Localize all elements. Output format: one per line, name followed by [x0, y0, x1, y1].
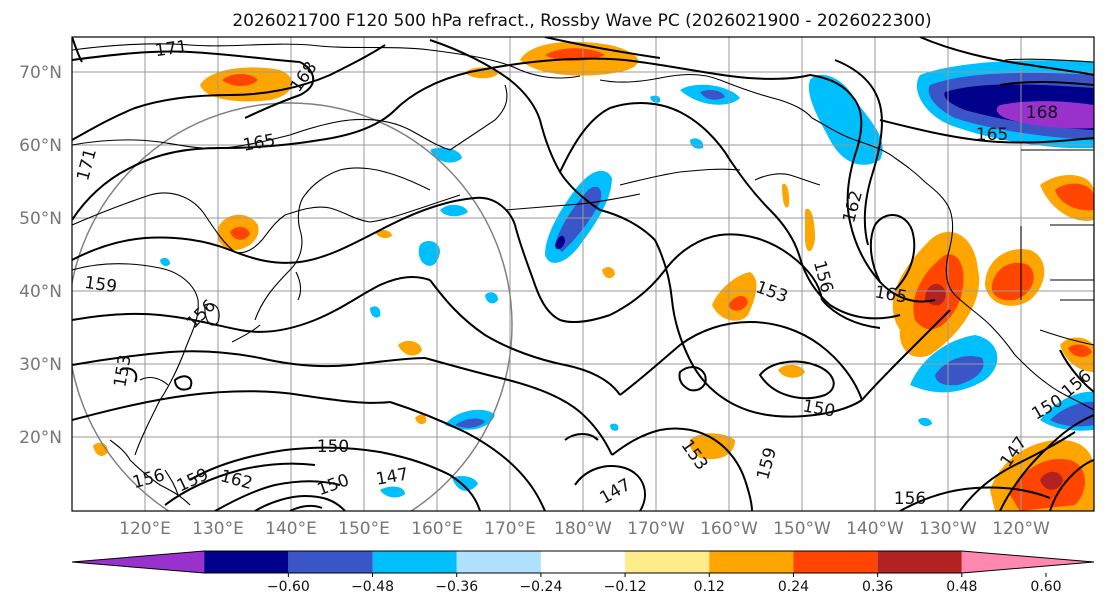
colorbar-segment: [288, 551, 373, 573]
lon-label: 150°W: [773, 519, 831, 539]
colorbar-tick-label: −0.48: [351, 579, 394, 595]
lon-label: 130°E: [192, 519, 244, 539]
lat-label: 60°N: [19, 136, 62, 156]
lon-label: 180°W: [554, 519, 612, 539]
colorbar-segment: [204, 551, 289, 573]
figure-title: 2026021700 F120 500 hPa refract., Rossby…: [232, 11, 931, 31]
colorbar-segment: [372, 551, 457, 573]
colorbar: −0.60 −0.48 −0.36 −0.24 −0.12 0.12 0.24 0.36 0.4…: [71, 550, 1095, 595]
lon-label: 140°W: [846, 519, 904, 539]
lon-label: 170°E: [484, 519, 536, 539]
map-frame: [71, 36, 1095, 512]
colorbar-outline: [71, 550, 1095, 574]
contour-label-156: 156: [894, 489, 926, 509]
lat-axis: 70°N 60°N 50°N 40°N 30°N 20°N: [19, 63, 62, 448]
lon-label: 140°E: [265, 519, 317, 539]
lon-label: 120°E: [119, 519, 171, 539]
contour-label-171: 171: [154, 37, 189, 61]
lat-label: 30°N: [19, 355, 62, 375]
map-area: [72, 37, 1094, 511]
lat-label: 40°N: [19, 282, 62, 302]
colorbar-segment: [456, 551, 541, 573]
contour-label-165: 165: [976, 125, 1008, 145]
colorbar-tick-label: 0.24: [778, 579, 809, 595]
colorbar-segment: [793, 551, 878, 573]
colorbar-segment: [625, 551, 710, 573]
lon-label: 150°E: [338, 519, 390, 539]
colorbar-tick-label: −0.24: [519, 579, 562, 595]
colorbar-segment: [540, 551, 626, 573]
gridlines: [72, 37, 1094, 511]
contours: [72, 37, 1094, 511]
contour-label-159: 159: [83, 273, 118, 297]
lon-label: 160°W: [700, 519, 758, 539]
lon-label: 120°W: [992, 519, 1050, 539]
colorbar-tick-label: 0.48: [946, 579, 977, 595]
lon-label: 160°E: [411, 519, 463, 539]
colorbar-segment: [709, 551, 794, 573]
colorbar-tick-label: 0.12: [694, 579, 725, 595]
lon-label: 170°W: [627, 519, 685, 539]
contour-label-150: 150: [317, 437, 349, 457]
colorbar-tick-label: −0.36: [435, 579, 478, 595]
lat-label: 70°N: [19, 63, 62, 83]
lat-label: 20°N: [19, 428, 62, 448]
colorbar-tick-label: 0.36: [862, 579, 893, 595]
colorbar-tick-label: 0.60: [1030, 579, 1061, 595]
region-circle: [72, 102, 513, 511]
colorbar-tick-label: −0.12: [604, 579, 647, 595]
contour-label-168: 168: [1026, 103, 1058, 123]
lon-label: 130°W: [919, 519, 977, 539]
lon-axis: 120°E 130°E 140°E 150°E 160°E 170°E 180°…: [119, 519, 1050, 539]
colorbar-extend-low: [72, 551, 205, 573]
colorbar-tick-label: −0.60: [267, 579, 310, 595]
coastlines: [72, 43, 1094, 506]
colorbar-segment: [877, 551, 962, 573]
lat-label: 50°N: [19, 209, 62, 229]
colorbar-extend-high: [961, 551, 1094, 573]
